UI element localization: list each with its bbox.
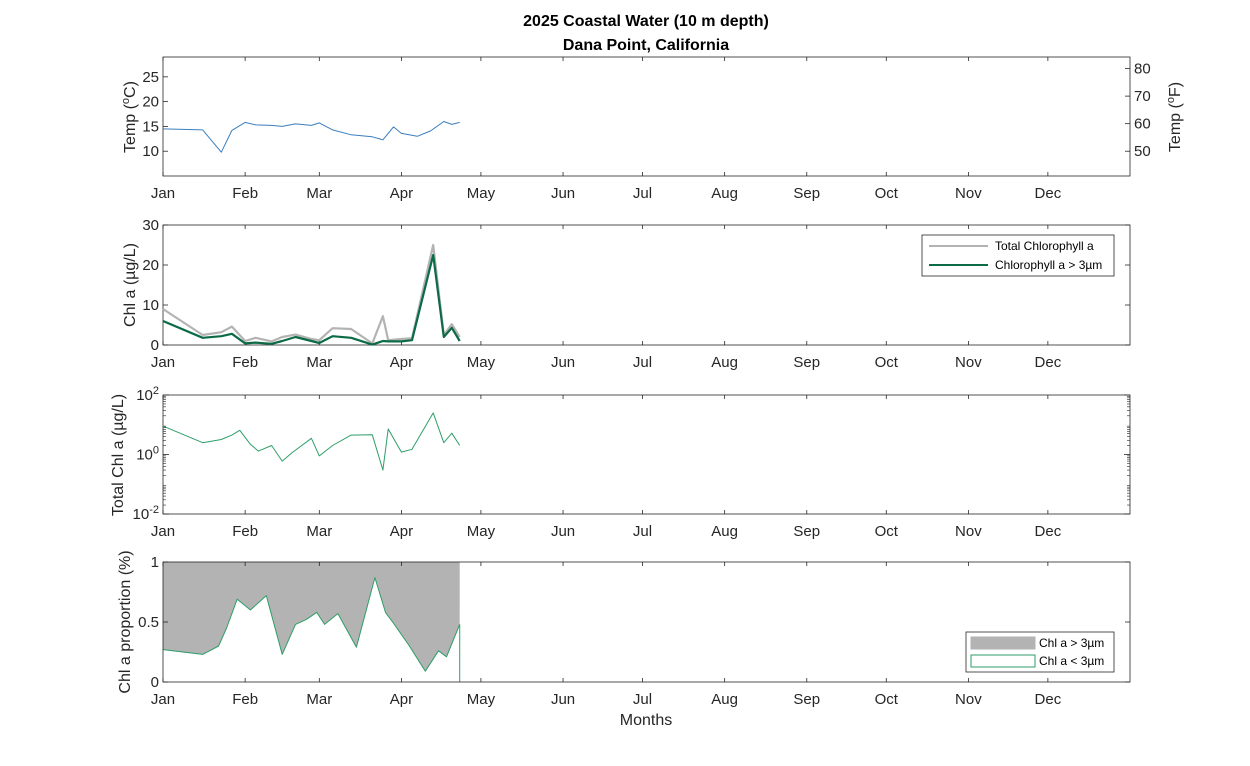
x-tick-label-feb: Feb [232,185,258,202]
x-tick-label-aug: Aug [711,354,738,371]
x-tick-label-nov: Nov [955,354,982,371]
x-tick-label-nov: Nov [955,691,982,708]
x-tick-label-jul: Jul [633,354,652,371]
y-tick-label: 102 [136,385,159,404]
log-chl-y-axis-label: Total Chl a (µg/L) [110,394,127,516]
proportion-boundary-line [162,577,461,672]
chlorophyll-panel: Jan Feb Mar Apr May Jun Jul Aug Sep Oct Nov Dec 0 10 2… [122,217,1131,371]
x-tick-label-mar: Mar [306,354,332,371]
y-tick-label: 25 [142,69,159,86]
x-tick-label-jun: Jun [551,523,575,540]
x-tick-label-oct: Oct [875,185,899,202]
legend-label-total-chlorophyll-line: Total Chlorophyll a [995,239,1094,253]
y-tick-label: 0 [151,674,159,691]
x-tick-label-oct: Oct [875,691,899,708]
temp-celsius-label: Temp (oC) [120,81,139,153]
x-tick-label-mar: Mar [306,185,332,202]
x-tick-label-mar: Mar [306,523,332,540]
x-tick-label-sep: Sep [793,185,820,202]
log-total-chl-panel: Jan Feb Mar Apr May Jun Jul Aug Sep Oct Nov Dec 10-2… [110,385,1131,540]
figure-title-line2: Dana Point, California [563,37,729,54]
x-tick-label-apr: Apr [390,354,413,371]
x-tick-label-dec: Dec [1035,523,1062,540]
chl-y-axis-label: Chl a (µg/L) [122,243,139,327]
x-tick-label-oct: Oct [875,354,899,371]
x-axis-label: Months [620,712,672,729]
proportion-y-axis-label: Chl a proportion (%) [117,550,134,693]
x-tick-label-sep: Sep [793,691,820,708]
x-tick-label-jun: Jun [551,691,575,708]
y-tick-label: 0.5 [138,614,159,631]
legend-swatch-chl-lt3 [970,654,1036,668]
y-tick-label: 20 [142,94,159,111]
x-tick-label-dec: Dec [1035,691,1062,708]
legend-label-chl-lt3: Chl a < 3µm [1039,654,1104,668]
figure-title-line1: 2025 Coastal Water (10 m depth) [523,13,769,30]
x-tick-label-may: May [467,691,496,708]
x-tick-label-sep: Sep [793,523,820,540]
x-tick-label-may: May [467,523,496,540]
x-tick-label-sep: Sep [793,354,820,371]
y-tick-label: 10 [142,297,159,314]
area-chl-gt3 [163,562,460,672]
chl-legend-box [921,234,1115,277]
y-tick-label: 10-2 [133,504,159,523]
proportion-panel: Jan Feb Mar Apr May Jun Jul Aug Sep Oct Nov Dec 0 0.5… [117,550,1131,708]
log-total-chl-series-line [162,412,461,471]
axes-box-2 [162,224,1131,346]
x-tick-label-jan: Jan [151,185,175,202]
x-tick-label-may: May [467,354,496,371]
x-tick-label-jan: Jan [151,691,175,708]
x-tick-label-feb: Feb [232,691,258,708]
x-tick-label-nov: Nov [955,523,982,540]
temp-fahrenheit-label: Temp (oF) [1165,82,1184,152]
legend-label-chlorophyll-gt3-line: Chlorophyll a > 3µm [995,258,1102,272]
axes-box-3 [162,394,1131,515]
y-tick-label: 10 [142,143,159,160]
y-tick-label: 100 [136,445,159,464]
legend-swatch-chl-gt3 [970,636,1036,650]
x-tick-label-apr: Apr [390,523,413,540]
x-tick-label-jul: Jul [633,185,652,202]
area-chl-lt3 [163,577,460,682]
y-tick-label: 30 [142,217,159,234]
y-tick-label: 20 [142,257,159,274]
axes-box-1 [162,56,1131,177]
legend-label-chl-gt3: Chl a > 3µm [1039,636,1104,650]
x-tick-label-dec: Dec [1035,185,1062,202]
x-tick-label-jan: Jan [151,354,175,371]
x-tick-label-feb: Feb [232,354,258,371]
y-tick-label: 15 [142,118,159,135]
x-tick-label-may: May [467,185,496,202]
x-tick-label-jun: Jun [551,354,575,371]
x-tick-label-jun: Jun [551,185,575,202]
x-tick-label-aug: Aug [711,523,738,540]
temperature-series-line [162,121,460,153]
x-tick-label-apr: Apr [390,691,413,708]
total-chlorophyll-line [162,243,461,345]
x-tick-label-aug: Aug [711,691,738,708]
x-tick-label-apr: Apr [390,185,413,202]
chlorophyll-gt3-line [162,253,461,346]
x-tick-label-jul: Jul [633,523,652,540]
x-tick-label-feb: Feb [232,523,258,540]
y-tick-label: 1 [151,554,159,571]
y-tick-label: 0 [151,337,159,354]
x-tick-label-aug: Aug [711,185,738,202]
temperature-panel: Jan Feb Mar Apr May Jun Jul Aug Sep Oct Nov Dec 10 15… [120,56,1184,202]
right-y-tick-label: 60 [1134,116,1151,133]
x-tick-label-oct: Oct [875,523,899,540]
x-tick-label-dec: Dec [1035,354,1062,371]
x-tick-label-nov: Nov [955,185,982,202]
right-y-tick-label: 80 [1134,61,1151,78]
right-y-tick-label: 50 [1134,143,1151,160]
x-tick-label-mar: Mar [306,691,332,708]
right-y-tick-label: 70 [1134,88,1151,105]
x-tick-label-jan: Jan [151,523,175,540]
x-tick-label-jul: Jul [633,691,652,708]
